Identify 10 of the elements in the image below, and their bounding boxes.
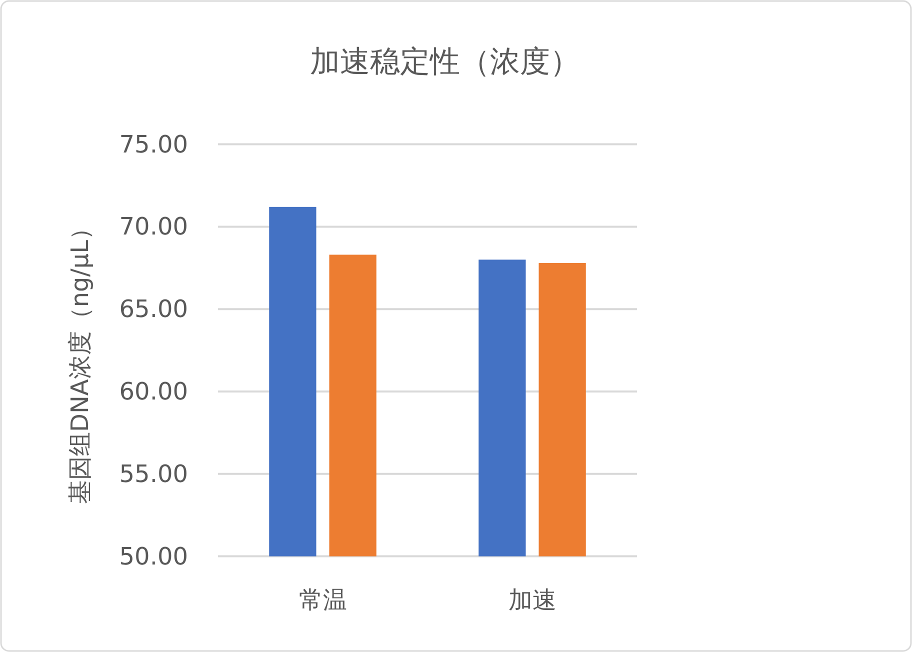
y-tick-label: 60.00 [119,378,188,406]
title: 加速稳定性（浓度） [310,44,580,80]
x-tick-label: 常温 [298,586,347,614]
y-tick-label: 65.00 [119,295,188,324]
ylabel: 基因组DNA浓度（ng/μL） [66,216,94,504]
y-tick-label: 50.00 [119,542,188,570]
x-tick-label: 加速 [508,586,556,614]
y-tick-label: 75.00 [119,130,188,158]
y-tick-label: 55.00 [119,460,188,488]
y-tick-label: 70.00 [119,212,188,241]
